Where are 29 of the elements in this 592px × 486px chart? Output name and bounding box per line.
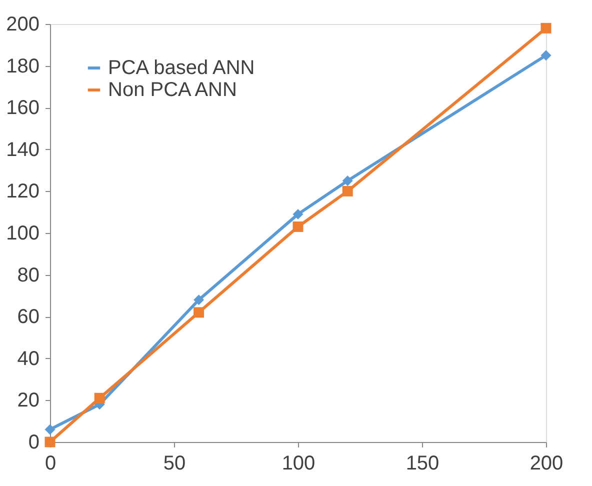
- point: [342, 186, 353, 196]
- point: [342, 176, 353, 186]
- y-tick-label: 60: [17, 306, 40, 328]
- y-tick-label: 200: [6, 14, 40, 36]
- y-tick-label: 80: [17, 264, 40, 286]
- legend-label: Non PCA ANN: [108, 79, 237, 101]
- point: [292, 221, 304, 232]
- y-tick-label: 20: [17, 390, 40, 412]
- y-tick-label: 40: [17, 348, 40, 370]
- y-tick-label: 140: [6, 138, 40, 161]
- x-tick-label: 50: [163, 452, 186, 474]
- point: [194, 294, 204, 306]
- y-tick-label: 180: [6, 55, 40, 78]
- x-tick-label: 150: [406, 452, 440, 474]
- point: [44, 424, 56, 435]
- x-tick-label: 200: [530, 452, 564, 474]
- y-tick-label: 160: [6, 97, 40, 120]
- point: [292, 208, 304, 220]
- point: [94, 392, 105, 404]
- x-tick-label: 100: [282, 452, 316, 474]
- point: [194, 307, 204, 318]
- point: [44, 436, 56, 448]
- y-tick-label: 120: [6, 180, 40, 203]
- x-tick-label: 0: [44, 452, 56, 474]
- point: [540, 50, 552, 61]
- y-tick-label: 0: [28, 432, 40, 454]
- point: [540, 22, 552, 34]
- legend-label: PCA based ANN: [108, 57, 255, 79]
- y-tick-label: 100: [6, 222, 40, 244]
